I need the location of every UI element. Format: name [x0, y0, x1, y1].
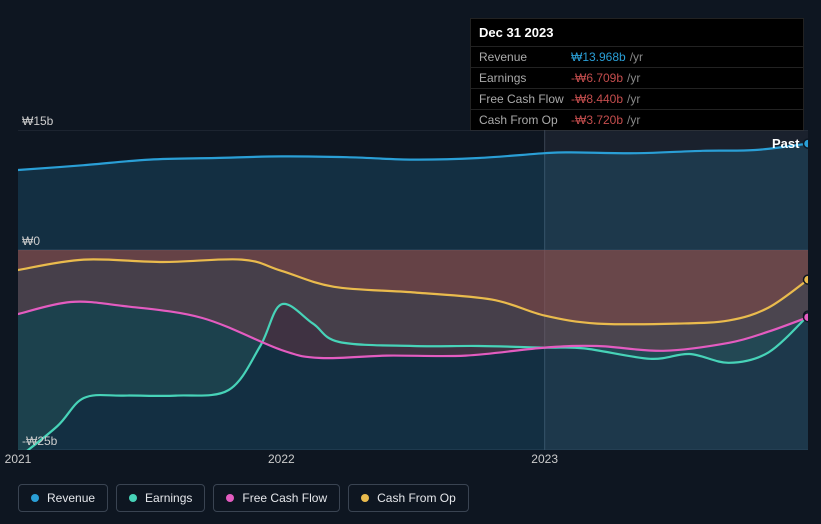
tooltip-value: -₩6.709b [571, 71, 623, 85]
y-axis-tick: ₩15b [22, 114, 53, 128]
y-axis-tick: -₩25b [22, 434, 57, 448]
tooltip-unit: /yr [630, 50, 643, 64]
chart-legend: Revenue Earnings Free Cash Flow Cash From O… [18, 484, 469, 512]
tooltip-value: -₩3.720b [571, 113, 623, 127]
past-label: Past [772, 136, 799, 151]
tooltip-label: Earnings [479, 71, 571, 85]
tooltip-date: Dec 31 2023 [471, 19, 803, 47]
x-axis-tick: 2022 [268, 452, 295, 466]
legend-item[interactable]: Cash From Op [348, 484, 469, 512]
tooltip-row: Earnings-₩6.709b/yr [471, 68, 803, 89]
x-axis-tick: 2021 [5, 452, 32, 466]
x-axis-tick: 2023 [531, 452, 558, 466]
legend-dot [129, 494, 137, 502]
tooltip-label: Free Cash Flow [479, 92, 571, 106]
tooltip-value: ₩13.968b [571, 50, 626, 64]
tooltip-unit: /yr [627, 71, 640, 85]
tooltip-row: Cash From Op-₩3.720b/yr [471, 110, 803, 130]
tooltip-label: Cash From Op [479, 113, 571, 127]
legend-label: Revenue [47, 491, 95, 505]
legend-label: Cash From Op [377, 491, 456, 505]
legend-label: Earnings [145, 491, 192, 505]
legend-dot [226, 494, 234, 502]
tooltip-unit: /yr [627, 92, 640, 106]
legend-item[interactable]: Earnings [116, 484, 205, 512]
legend-dot [31, 494, 39, 502]
tooltip-row: Revenue₩13.968b/yr [471, 47, 803, 68]
tooltip-value: -₩8.440b [571, 92, 623, 106]
legend-label: Free Cash Flow [242, 491, 327, 505]
tooltip-row: Free Cash Flow-₩8.440b/yr [471, 89, 803, 110]
tooltip-label: Revenue [479, 50, 571, 64]
legend-item[interactable]: Revenue [18, 484, 108, 512]
legend-item[interactable]: Free Cash Flow [213, 484, 340, 512]
tooltip-unit: /yr [627, 113, 640, 127]
tooltip-box: Dec 31 2023 Revenue₩13.968b/yrEarnings-₩… [470, 18, 804, 131]
financial-chart [18, 130, 808, 450]
legend-dot [361, 494, 369, 502]
y-axis-tick: ₩0 [22, 234, 40, 248]
